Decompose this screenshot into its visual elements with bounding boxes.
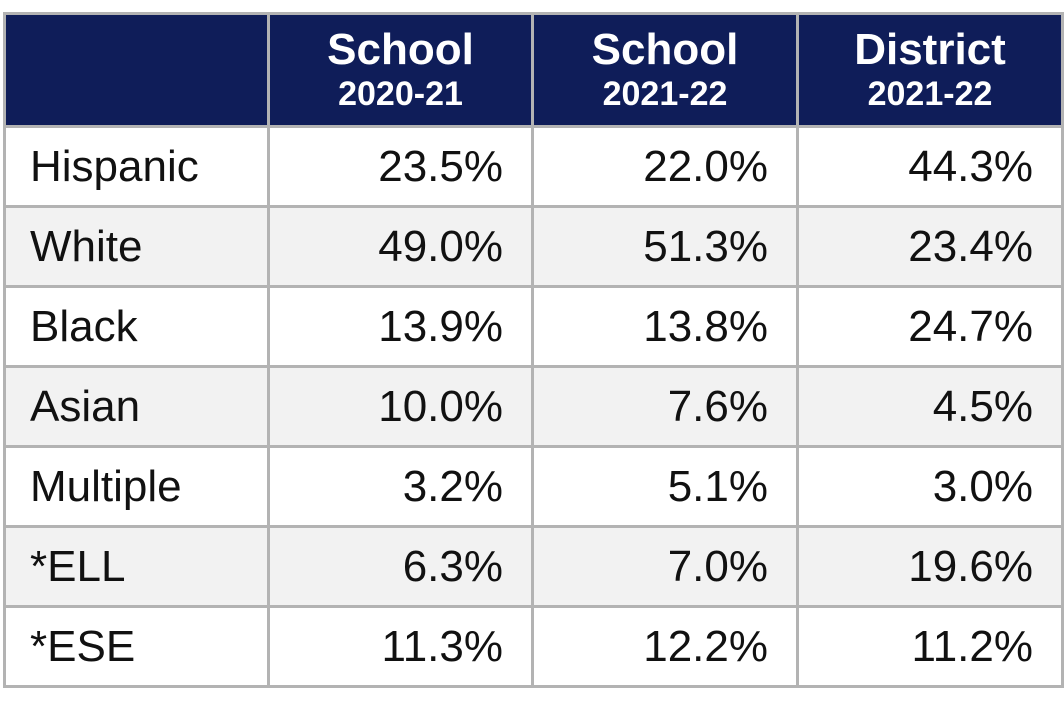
demographics-table: School 2020-21 School 2021-22 District 2021-2… bbox=[3, 12, 1064, 688]
value-cell: 11.2% bbox=[796, 605, 1064, 688]
value-cell: 44.3% bbox=[796, 125, 1064, 208]
header-empty bbox=[3, 12, 270, 128]
row-label: *ELL bbox=[3, 525, 270, 608]
column-title: School bbox=[327, 25, 474, 74]
column-header: District 2021-22 bbox=[796, 12, 1064, 128]
row-label: White bbox=[3, 205, 270, 288]
value-cell: 7.6% bbox=[531, 365, 799, 448]
row-label: *ESE bbox=[3, 605, 270, 688]
column-header: School 2020-21 bbox=[267, 12, 534, 128]
value-cell: 23.4% bbox=[796, 205, 1064, 288]
value-cell: 13.8% bbox=[531, 285, 799, 368]
row-label: Asian bbox=[3, 365, 270, 448]
column-subtitle: 2021-22 bbox=[867, 75, 993, 113]
value-cell: 5.1% bbox=[531, 445, 799, 528]
table-row: *ESE 11.3% 12.2% 11.2% bbox=[3, 605, 1064, 688]
column-header: School 2021-22 bbox=[531, 12, 799, 128]
value-cell: 10.0% bbox=[267, 365, 534, 448]
value-cell: 7.0% bbox=[531, 525, 799, 608]
table-row: Hispanic 23.5% 22.0% 44.3% bbox=[3, 125, 1064, 208]
row-label: Black bbox=[3, 285, 270, 368]
table-row: White 49.0% 51.3% 23.4% bbox=[3, 205, 1064, 288]
row-label: Multiple bbox=[3, 445, 270, 528]
column-title: School bbox=[591, 25, 739, 74]
table-row: Black 13.9% 13.8% 24.7% bbox=[3, 285, 1064, 368]
column-subtitle: 2021-22 bbox=[602, 75, 728, 113]
value-cell: 13.9% bbox=[267, 285, 534, 368]
table-row: Multiple 3.2% 5.1% 3.0% bbox=[3, 445, 1064, 528]
value-cell: 24.7% bbox=[796, 285, 1064, 368]
row-label: Hispanic bbox=[3, 125, 270, 208]
header-row: School 2020-21 School 2021-22 District 2021-2… bbox=[3, 12, 1064, 128]
table-container: School 2020-21 School 2021-22 District 2021-2… bbox=[3, 12, 1064, 688]
column-subtitle: 2020-21 bbox=[338, 75, 463, 113]
value-cell: 51.3% bbox=[531, 205, 799, 288]
value-cell: 49.0% bbox=[267, 205, 534, 288]
value-cell: 12.2% bbox=[531, 605, 799, 688]
table-row: *ELL 6.3% 7.0% 19.6% bbox=[3, 525, 1064, 608]
value-cell: 11.3% bbox=[267, 605, 534, 688]
table-row: Asian 10.0% 7.6% 4.5% bbox=[3, 365, 1064, 448]
table-body: Hispanic 23.5% 22.0% 44.3% White 49.0% 51.3% 23… bbox=[3, 125, 1064, 688]
value-cell: 3.2% bbox=[267, 445, 534, 528]
value-cell: 4.5% bbox=[796, 365, 1064, 448]
value-cell: 3.0% bbox=[796, 445, 1064, 528]
value-cell: 22.0% bbox=[531, 125, 799, 208]
column-title: District bbox=[854, 25, 1006, 74]
value-cell: 6.3% bbox=[267, 525, 534, 608]
value-cell: 23.5% bbox=[267, 125, 534, 208]
value-cell: 19.6% bbox=[796, 525, 1064, 608]
